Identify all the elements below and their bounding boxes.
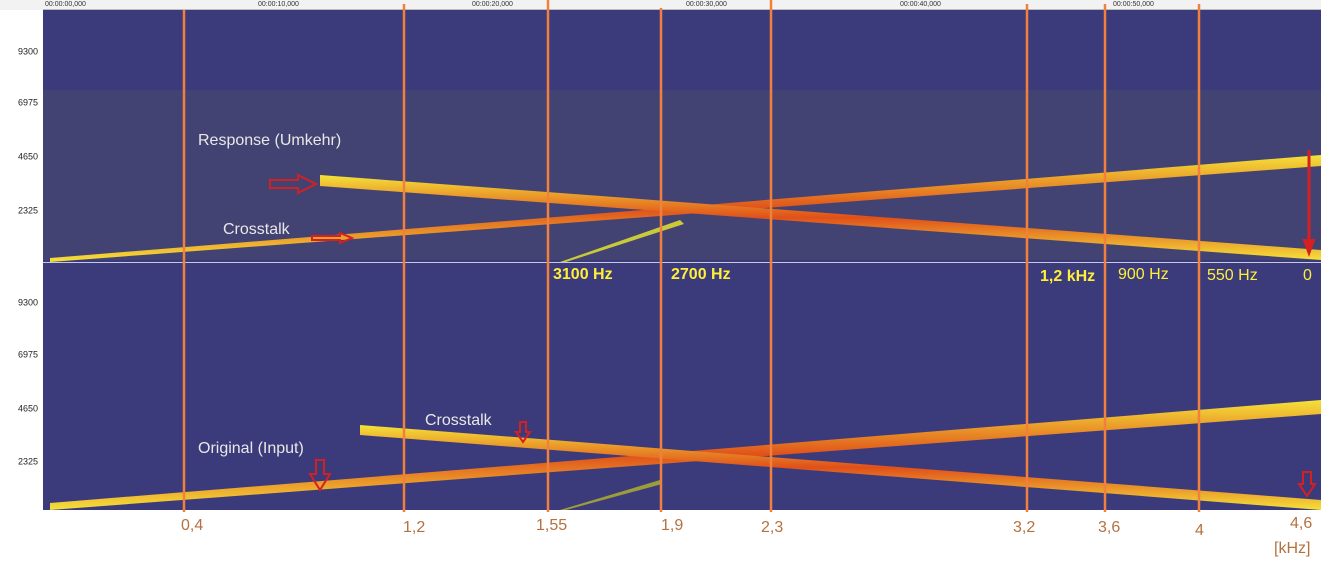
frequency-label: 550 Hz — [1207, 267, 1258, 284]
arrow — [1297, 471, 1317, 498]
annotation: Crosstalk — [223, 221, 291, 238]
x-unit: [kHz] — [1274, 540, 1310, 557]
y-tick-label: 6975 — [18, 349, 38, 359]
ruler-label: 00:00:00,000 — [45, 1, 86, 8]
frequency-label: 3100 Hz — [553, 266, 613, 283]
x-label: 0,4 — [181, 517, 203, 534]
x-label: 3,6 — [1098, 519, 1120, 536]
x-label: 4,6 — [1290, 515, 1312, 532]
y-tick-label: 9300 — [18, 297, 38, 307]
x-label: 1,9 — [661, 517, 683, 534]
y-tick-label: 2325 — [18, 205, 38, 215]
x-label: 1,2 — [403, 519, 425, 536]
y-tick-label: 4650 — [18, 403, 38, 413]
x-label: 1,55 — [536, 517, 567, 534]
sweep — [560, 480, 662, 510]
arrow — [269, 173, 319, 195]
sweep — [560, 220, 684, 262]
time-ruler — [0, 0, 1321, 10]
y-tick-label: 4650 — [18, 151, 38, 161]
frequency-label: 900 Hz — [1118, 266, 1169, 283]
y-tick-label: 9300 — [18, 46, 38, 56]
ruler-label: 00:00:10,000 — [258, 1, 299, 8]
annotation: Crosstalk — [425, 412, 493, 429]
sweep — [360, 425, 1321, 510]
marker-lines — [182, 0, 1201, 512]
frequency-label: 1,2 kHz — [1040, 268, 1095, 285]
x-label: 3,2 — [1013, 519, 1035, 536]
annotation: Response (Umkehr) — [198, 132, 341, 149]
arrows — [269, 150, 1317, 498]
frequency-label: 0 — [1303, 267, 1312, 284]
sweep — [320, 175, 1321, 260]
ruler-label: 00:00:30,000 — [686, 1, 727, 8]
arrow — [308, 459, 332, 492]
x-label: 4 — [1195, 522, 1204, 539]
annotation: Original (Input) — [198, 440, 304, 457]
x-label: 2,3 — [761, 519, 783, 536]
ruler-label: 00:00:50,000 — [1113, 1, 1154, 8]
arrow — [311, 231, 355, 245]
ruler-label: 00:00:20,000 — [472, 1, 513, 8]
arrow — [514, 421, 532, 444]
frequency-label: 2700 Hz — [671, 266, 731, 283]
lower-panel — [43, 263, 1321, 510]
y-tick-label: 2325 — [18, 456, 38, 466]
y-tick-label: 6975 — [18, 97, 38, 107]
ruler-label: 00:00:40,000 — [900, 1, 941, 8]
arrow — [1302, 239, 1316, 257]
